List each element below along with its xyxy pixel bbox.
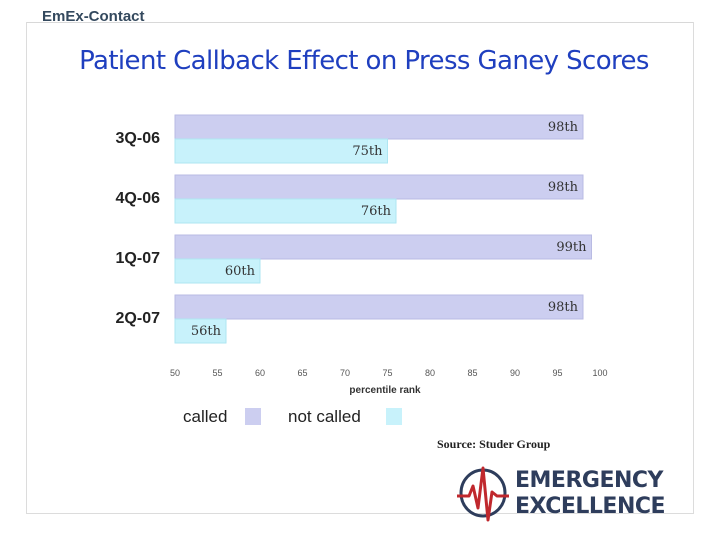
data-label: 60th	[225, 264, 256, 279]
frame-left-border	[26, 22, 27, 514]
x-tick-label: 55	[212, 368, 222, 378]
frame-bottom-border	[26, 513, 694, 514]
data-label: 75th	[352, 144, 383, 159]
x-axis-title: percentile rank	[349, 385, 421, 396]
legend-label-not-called: not called	[288, 407, 361, 426]
x-tick-label: 60	[255, 368, 265, 378]
data-label: 99th	[556, 240, 587, 255]
bar-not-called	[174, 198, 397, 224]
frame-right-border	[693, 22, 694, 514]
data-label: 98th	[548, 180, 579, 195]
category-label: 2Q-07	[116, 310, 161, 327]
data-label: 98th	[548, 120, 579, 135]
slide-title: Patient Callback Effect on Press Ganey S…	[79, 46, 649, 76]
heartbeat-logo-icon	[457, 466, 509, 522]
x-tick-label: 80	[425, 368, 435, 378]
x-tick-label: 70	[340, 368, 350, 378]
bar-called	[174, 234, 592, 260]
bar-not-called	[174, 258, 261, 284]
bar-called	[174, 114, 584, 140]
header-divider	[26, 22, 694, 23]
x-tick-label: 95	[552, 368, 562, 378]
x-tick-label: 75	[382, 368, 392, 378]
data-label: 56th	[191, 324, 222, 339]
x-tick-label: 65	[297, 368, 307, 378]
emergency-excellence-logo: EMERGENCY EXCELLENCE	[455, 462, 685, 524]
legend-label-called: called	[183, 407, 227, 426]
bar-called	[174, 294, 584, 320]
brand-name: EmEx-Contact	[42, 8, 145, 25]
bar-called	[174, 174, 584, 200]
legend-swatch-called	[245, 408, 261, 425]
source-note: Source: Studer Group	[437, 437, 551, 451]
x-tick-label: 50	[170, 368, 180, 378]
data-label: 76th	[361, 204, 392, 219]
bar-not-called	[174, 138, 388, 164]
legend-swatch-not-called	[386, 408, 402, 425]
x-tick-label: 85	[467, 368, 477, 378]
x-tick-label: 90	[510, 368, 520, 378]
category-label: 3Q-06	[116, 130, 161, 147]
x-tick-label: 100	[592, 368, 607, 378]
category-label: 1Q-07	[116, 250, 161, 267]
logo-line1: EMERGENCY	[515, 468, 663, 493]
category-label: 4Q-06	[116, 190, 161, 207]
bar-not-called	[174, 318, 227, 344]
logo-line2: EXCELLENCE	[515, 494, 666, 519]
data-label: 98th	[548, 300, 579, 315]
